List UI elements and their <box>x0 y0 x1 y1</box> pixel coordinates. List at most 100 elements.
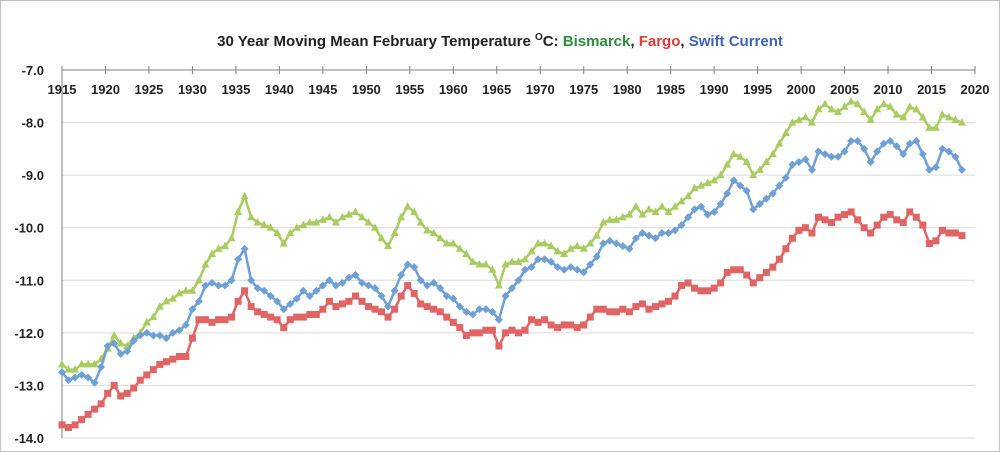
fargo-point <box>749 279 757 287</box>
swift-current-point <box>299 286 308 295</box>
title-bismarck: Bismarck <box>563 33 631 50</box>
series-layer <box>58 97 966 431</box>
fargo-point <box>482 326 490 334</box>
swift-current-point <box>612 239 621 248</box>
bismarck-point <box>671 202 680 210</box>
fargo-point <box>162 358 170 366</box>
bismarck-point <box>579 244 588 252</box>
fargo-point <box>97 400 105 408</box>
bismarck-point <box>690 183 699 192</box>
bismarck-point <box>905 102 914 110</box>
fargo-point <box>462 331 470 339</box>
swift-current-point <box>253 284 262 293</box>
bismarck-point <box>723 160 732 168</box>
y-tick-label: -14.0 <box>14 431 44 446</box>
swift-current-point <box>729 176 738 185</box>
swift-current-point <box>142 328 151 337</box>
swift-current-point <box>657 228 666 237</box>
bismarck-point <box>775 139 784 147</box>
bismarck-point <box>540 238 549 247</box>
bismarck-point <box>494 281 503 289</box>
swift-current-point <box>892 142 901 151</box>
fargo-point <box>821 216 829 224</box>
fargo-point <box>567 321 575 329</box>
swift-current-point <box>644 231 653 240</box>
fargo-point <box>117 392 125 400</box>
swift-current-point <box>631 234 640 243</box>
fargo-point <box>586 313 594 321</box>
swift-current-point <box>775 181 784 190</box>
x-tick-label: 1925 <box>134 82 163 97</box>
swift-current-point <box>97 363 106 372</box>
title-swift: Swift Current <box>689 33 783 50</box>
bismarck-point <box>273 228 282 236</box>
fargo-point <box>110 381 118 389</box>
y-tick-label: -10.0 <box>14 221 44 236</box>
title-prefix: 30 Year Moving Mean February Temperature <box>217 33 535 50</box>
fargo-point <box>547 321 555 329</box>
x-tick-label: 1935 <box>221 82 250 97</box>
fargo-point <box>234 297 242 305</box>
swift-current-point <box>547 257 556 266</box>
bismarck-point <box>925 123 934 131</box>
swift-current-point <box>234 255 243 264</box>
swift-current-point <box>638 228 647 237</box>
bismarck-point <box>501 260 510 268</box>
bismarck-point <box>260 220 269 229</box>
bismarck-point <box>703 178 712 187</box>
swift-current-point <box>214 281 223 290</box>
fargo-point <box>247 303 255 311</box>
bismarck-point <box>781 128 790 137</box>
swift-current-point <box>866 158 875 166</box>
fargo-point <box>873 221 881 229</box>
swift-current-point <box>436 284 445 293</box>
swift-current-point <box>847 136 856 145</box>
bismarck-point <box>573 241 582 250</box>
x-tick-label: 1970 <box>526 82 555 97</box>
fargo-point <box>215 316 223 324</box>
fargo-point <box>391 305 399 313</box>
swift-current-point <box>879 139 888 148</box>
bismarck-point <box>397 212 406 221</box>
bismarck-point <box>860 107 869 116</box>
swift-current-point <box>273 297 282 306</box>
fargo-point <box>899 218 907 226</box>
swift-current-point <box>931 163 940 172</box>
fargo-point <box>951 229 959 237</box>
swift-current-point <box>77 370 86 379</box>
fargo-point <box>580 321 588 329</box>
bismarck-point <box>605 215 614 223</box>
fargo-point <box>528 316 536 324</box>
fargo-point <box>273 316 281 324</box>
swift-current-point <box>834 152 843 161</box>
swift-current-point <box>207 278 216 287</box>
fargo-point <box>743 271 751 279</box>
fargo-point <box>84 410 92 418</box>
swift-current-point <box>742 186 751 195</box>
fargo-point <box>71 421 79 429</box>
bismarck-point <box>116 338 125 347</box>
x-tick-label: 1920 <box>91 82 120 97</box>
fargo-point <box>78 416 86 424</box>
fargo-point <box>404 282 412 290</box>
bismarck-point <box>625 210 634 218</box>
bismarck-point <box>521 254 530 263</box>
x-tick-label: 1990 <box>700 82 729 97</box>
bismarck-point <box>423 225 432 234</box>
swift-current-point <box>873 147 882 156</box>
fargo-point <box>436 308 444 316</box>
fargo-point <box>723 268 731 276</box>
swift-current-point <box>162 334 171 343</box>
fargo-point <box>325 297 333 305</box>
fargo-point <box>65 423 73 431</box>
fargo-point <box>834 213 842 221</box>
swift-current-point <box>625 244 634 253</box>
fargo-point <box>508 326 516 334</box>
swift-current-point <box>129 336 138 345</box>
fargo-point <box>208 318 216 326</box>
swift-current-point <box>116 349 125 358</box>
bismarck-point <box>951 115 960 123</box>
fargo-point <box>351 292 359 300</box>
fargo-point <box>338 300 346 308</box>
